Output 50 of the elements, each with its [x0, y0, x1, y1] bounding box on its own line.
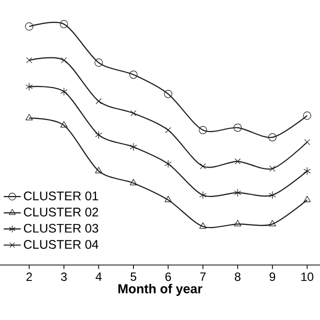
point [304, 139, 310, 146]
x-tick-label: 3 [61, 272, 67, 281]
point [25, 22, 34, 31]
point [60, 57, 67, 64]
point [94, 58, 103, 67]
point [234, 220, 242, 226]
point [164, 196, 172, 202]
point [199, 222, 206, 229]
x-axis-title: Month of year [118, 284, 202, 296]
point [198, 126, 207, 134]
point [165, 127, 172, 134]
point [304, 166, 311, 176]
point [200, 163, 206, 170]
legend-label: CLUSTER 02 [24, 208, 98, 216]
x-tick-label: 4 [96, 272, 102, 281]
point [26, 114, 33, 120]
point [60, 87, 68, 96]
point [234, 124, 242, 132]
x-tick-label: 6 [165, 272, 171, 281]
legend-label: CLUSTER 01 [24, 192, 98, 200]
point [269, 166, 276, 172]
point [26, 57, 32, 64]
x-tick-label: 10 [301, 272, 314, 281]
point [268, 220, 276, 226]
point [130, 142, 137, 152]
x-tick-label: 5 [130, 272, 136, 281]
point [130, 179, 137, 186]
x-tick-label: 8 [234, 272, 240, 281]
point [304, 196, 311, 202]
legend-label: CLUSTER 04 [24, 240, 98, 249]
point [60, 121, 68, 128]
point [164, 90, 172, 98]
legend-label: CLUSTER 03 [24, 224, 98, 233]
point [95, 130, 102, 139]
x-tick-label: 9 [270, 272, 276, 281]
point [129, 70, 138, 79]
point [130, 110, 136, 116]
point [234, 188, 242, 197]
point [96, 98, 102, 104]
point [95, 166, 102, 174]
x-tick-label: 7 [200, 272, 206, 281]
point [60, 20, 68, 28]
x-tick-label: 2 [26, 272, 32, 281]
point [234, 158, 241, 164]
point [199, 191, 206, 200]
point [164, 160, 172, 168]
point [268, 191, 276, 200]
point [26, 82, 33, 91]
point [303, 112, 312, 120]
point [268, 133, 276, 142]
